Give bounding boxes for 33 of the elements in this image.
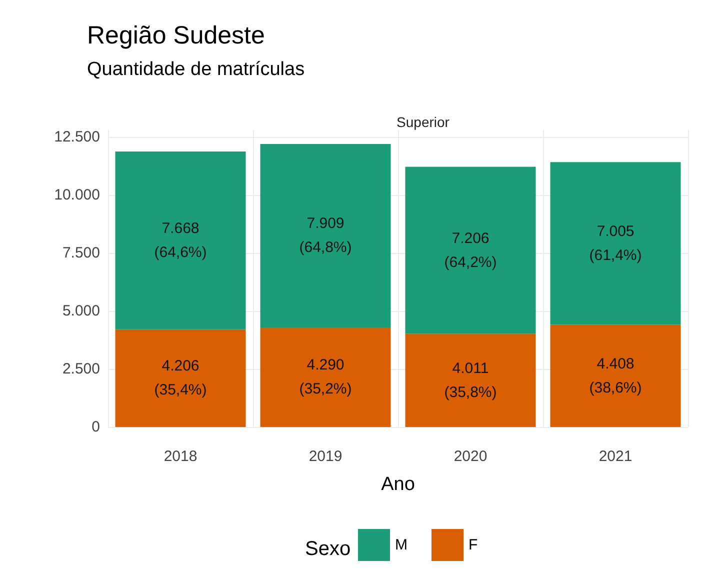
x-tick-label: 2018	[164, 448, 198, 465]
bar	[260, 144, 391, 328]
y-tick-label: 2.500	[62, 360, 100, 378]
bar	[550, 324, 681, 427]
y-tick-label: 12.500	[54, 128, 100, 146]
legend-title: Sexo	[305, 538, 351, 560]
data-label: 4.011 (35,8%)	[444, 360, 497, 401]
x-tick-label: 2020	[454, 448, 488, 465]
legend-label: F	[468, 536, 478, 554]
x-tick-label: 2019	[308, 448, 342, 465]
bar	[405, 166, 536, 334]
bar	[405, 334, 536, 427]
bar	[115, 151, 246, 330]
x-tick-label: 2021	[598, 448, 632, 465]
bar	[260, 327, 391, 427]
y-tick-label: 5.000	[62, 302, 100, 320]
data-label: 7.206 (64,2%)	[444, 230, 497, 271]
chart-subtitle: Quantidade de matrículas	[87, 59, 305, 80]
y-tick-label: 7.500	[62, 244, 100, 262]
chart-title: Região Sudeste	[87, 22, 265, 50]
bar	[115, 329, 246, 427]
data-label: 7.005 (61,4%)	[589, 222, 642, 264]
x-axis-title: Ano	[381, 474, 415, 495]
data-label: 7.668 (64,6%)	[154, 220, 207, 261]
text: Superior	[396, 114, 450, 130]
data-label: 7.909 (64,8%)	[299, 215, 352, 256]
y-tick-label: 10.000	[54, 186, 100, 204]
legend-label: M	[395, 536, 408, 554]
bar	[550, 162, 681, 325]
y-tick-label: 0	[92, 418, 100, 436]
data-label: 4.206 (35,4%)	[154, 358, 207, 399]
data-label: 4.408 (38,6%)	[589, 355, 642, 396]
data-label: 4.290 (35,2%)	[299, 356, 352, 398]
